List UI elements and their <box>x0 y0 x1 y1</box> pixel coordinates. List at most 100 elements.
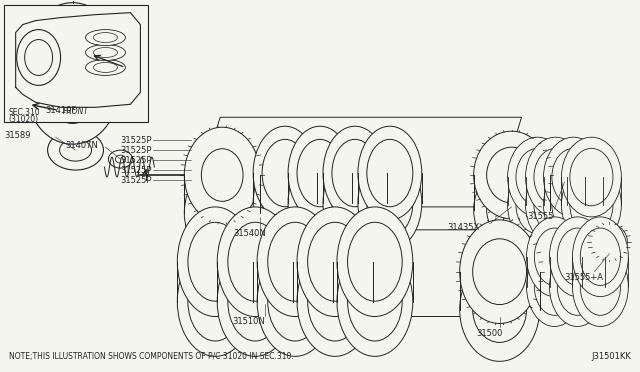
Ellipse shape <box>202 187 243 239</box>
Ellipse shape <box>598 231 620 253</box>
Bar <box>4 5 148 122</box>
Ellipse shape <box>358 156 422 250</box>
Ellipse shape <box>367 140 413 207</box>
Ellipse shape <box>550 247 605 327</box>
Text: 31525P: 31525P <box>120 176 152 185</box>
Ellipse shape <box>188 222 243 301</box>
Ellipse shape <box>557 228 598 285</box>
Ellipse shape <box>288 156 352 250</box>
Text: FRONT: FRONT <box>63 107 88 116</box>
Ellipse shape <box>45 61 99 124</box>
Ellipse shape <box>516 148 559 206</box>
Ellipse shape <box>86 60 125 76</box>
Ellipse shape <box>108 150 132 168</box>
Ellipse shape <box>474 166 550 254</box>
Ellipse shape <box>358 126 422 220</box>
Text: 31540N: 31540N <box>233 229 266 238</box>
Ellipse shape <box>534 176 577 234</box>
Ellipse shape <box>86 45 125 61</box>
Ellipse shape <box>508 165 568 245</box>
Ellipse shape <box>527 247 582 327</box>
Ellipse shape <box>572 247 628 327</box>
Ellipse shape <box>268 262 323 341</box>
Ellipse shape <box>28 3 118 106</box>
Ellipse shape <box>323 156 387 250</box>
Ellipse shape <box>570 176 613 234</box>
Ellipse shape <box>262 169 308 237</box>
Ellipse shape <box>60 139 92 161</box>
Ellipse shape <box>47 130 104 170</box>
Ellipse shape <box>308 222 362 301</box>
Ellipse shape <box>473 239 527 305</box>
Ellipse shape <box>257 247 333 356</box>
Ellipse shape <box>460 258 540 361</box>
Ellipse shape <box>486 182 536 238</box>
Text: 31500: 31500 <box>477 329 503 338</box>
Ellipse shape <box>297 247 373 356</box>
Ellipse shape <box>93 33 118 42</box>
Ellipse shape <box>550 217 605 296</box>
Ellipse shape <box>534 258 575 315</box>
Text: 31589: 31589 <box>4 131 31 140</box>
Text: 31525P: 31525P <box>120 136 152 145</box>
Ellipse shape <box>486 147 536 203</box>
Ellipse shape <box>115 155 125 163</box>
Ellipse shape <box>591 224 627 260</box>
Ellipse shape <box>543 137 604 217</box>
Ellipse shape <box>177 247 253 356</box>
Ellipse shape <box>184 165 260 261</box>
Text: 31525P: 31525P <box>120 145 152 155</box>
Ellipse shape <box>332 140 378 207</box>
Ellipse shape <box>348 222 402 301</box>
Ellipse shape <box>337 247 413 356</box>
Ellipse shape <box>580 258 621 315</box>
Text: 31525P: 31525P <box>120 166 152 174</box>
Ellipse shape <box>525 165 586 245</box>
Text: NOTE;THIS ILLUSTRATION SHOWS COMPONENTS OF P/C 31020 IN SEC.310.: NOTE;THIS ILLUSTRATION SHOWS COMPONENTS … <box>9 352 293 361</box>
Ellipse shape <box>257 207 333 317</box>
Ellipse shape <box>460 220 540 324</box>
Ellipse shape <box>332 169 378 237</box>
Text: 31555+A: 31555+A <box>564 273 604 282</box>
Ellipse shape <box>561 165 621 245</box>
Ellipse shape <box>93 48 118 58</box>
Text: J31501KK: J31501KK <box>591 352 631 361</box>
Text: 31510N: 31510N <box>232 317 265 326</box>
Ellipse shape <box>228 262 282 341</box>
Ellipse shape <box>557 258 598 315</box>
Text: 31407N: 31407N <box>65 141 99 150</box>
Ellipse shape <box>184 127 260 223</box>
Ellipse shape <box>548 151 580 183</box>
Ellipse shape <box>527 217 582 296</box>
Ellipse shape <box>297 207 373 317</box>
Ellipse shape <box>367 169 413 237</box>
Ellipse shape <box>28 41 118 144</box>
Ellipse shape <box>552 176 595 234</box>
Ellipse shape <box>508 137 568 217</box>
Ellipse shape <box>25 39 52 76</box>
Ellipse shape <box>473 277 527 342</box>
Ellipse shape <box>253 126 317 220</box>
Ellipse shape <box>580 228 621 285</box>
Ellipse shape <box>557 160 572 174</box>
Text: 31410F: 31410F <box>45 106 77 115</box>
Ellipse shape <box>297 140 343 207</box>
Ellipse shape <box>177 207 253 317</box>
Text: 31555: 31555 <box>527 212 554 221</box>
Ellipse shape <box>572 217 628 296</box>
Ellipse shape <box>253 156 317 250</box>
Text: SEC.310: SEC.310 <box>9 108 40 117</box>
Ellipse shape <box>202 149 243 201</box>
Ellipse shape <box>525 137 586 217</box>
Ellipse shape <box>337 207 413 317</box>
Ellipse shape <box>543 165 604 245</box>
Ellipse shape <box>86 30 125 45</box>
Ellipse shape <box>561 137 621 217</box>
Ellipse shape <box>262 140 308 207</box>
Ellipse shape <box>474 131 550 219</box>
Ellipse shape <box>217 207 293 317</box>
Ellipse shape <box>268 222 323 301</box>
Ellipse shape <box>570 148 613 206</box>
Text: 31525P: 31525P <box>120 155 152 164</box>
Ellipse shape <box>323 126 387 220</box>
